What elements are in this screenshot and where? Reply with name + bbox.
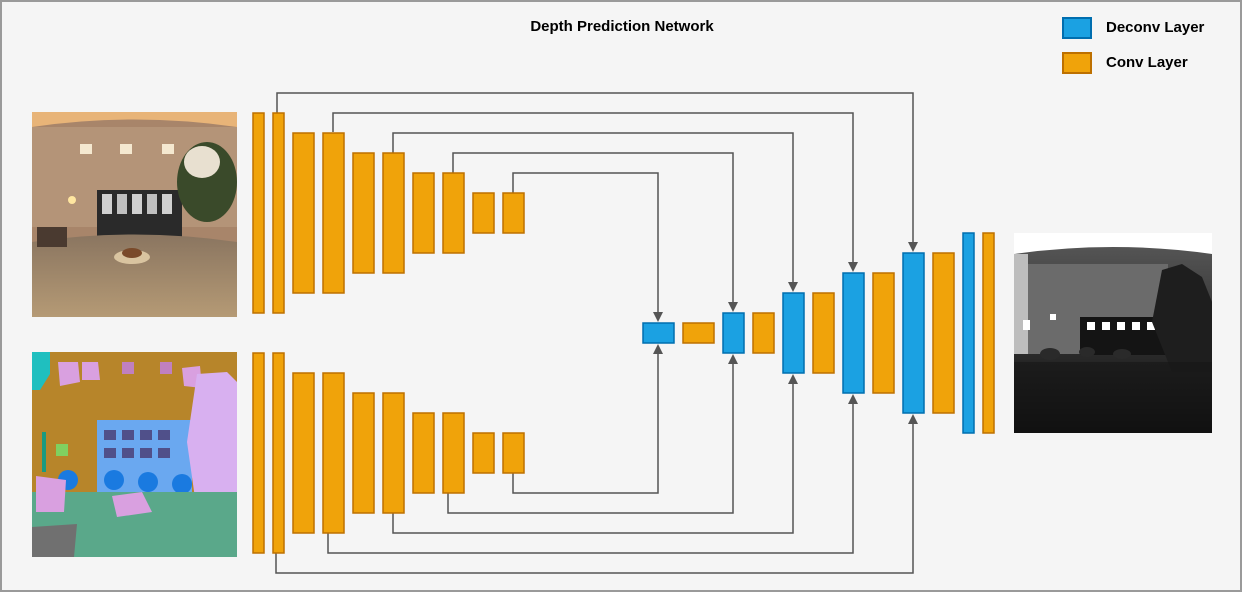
conv-layer bbox=[322, 132, 345, 294]
input-semantic-image bbox=[32, 352, 237, 557]
top-encoder bbox=[252, 112, 525, 314]
legend-deconv-label: Deconv Layer bbox=[1106, 19, 1205, 36]
conv-layer bbox=[812, 292, 835, 374]
conv-layer bbox=[352, 392, 375, 514]
conv-layer bbox=[272, 112, 285, 314]
conv-layer bbox=[352, 152, 375, 274]
conv-layer bbox=[982, 232, 995, 434]
conv-swatch bbox=[1062, 52, 1092, 74]
skip-connection-top-4 bbox=[452, 152, 738, 312]
skip-connection-bottom-2 bbox=[327, 394, 858, 554]
conv-layer bbox=[442, 172, 465, 254]
skip-connection-bottom-1 bbox=[275, 414, 918, 574]
conv-layer bbox=[382, 392, 405, 514]
decoder bbox=[642, 232, 995, 434]
deconv-layer bbox=[842, 272, 865, 394]
deconv-layer bbox=[642, 322, 675, 344]
skip-connection-top-3 bbox=[392, 132, 798, 292]
deconv-layer bbox=[722, 312, 745, 354]
input-rgb-image bbox=[32, 112, 237, 317]
skip-connection-bottom-4 bbox=[447, 354, 738, 514]
skip-connection-bottom-5 bbox=[512, 344, 663, 494]
conv-layer bbox=[292, 372, 315, 534]
skip-connection-top-5 bbox=[512, 172, 663, 322]
conv-layer bbox=[682, 322, 715, 344]
conv-layer bbox=[382, 152, 405, 274]
conv-layer bbox=[322, 372, 345, 534]
output-depth-image bbox=[1014, 233, 1212, 433]
conv-layer bbox=[872, 272, 895, 394]
deconv-swatch bbox=[1062, 17, 1092, 39]
conv-layer bbox=[502, 432, 525, 474]
conv-layer bbox=[272, 352, 285, 554]
legend-conv-label: Conv Layer bbox=[1106, 54, 1188, 71]
bottom-encoder bbox=[252, 352, 525, 554]
skip-connections bbox=[275, 92, 918, 574]
conv-layer bbox=[412, 412, 435, 494]
conv-layer bbox=[412, 172, 435, 254]
conv-layer bbox=[502, 192, 525, 234]
skip-connection-top-2 bbox=[332, 112, 858, 272]
conv-layer bbox=[472, 192, 495, 234]
diagram-title: Depth Prediction Network bbox=[530, 18, 714, 35]
deconv-layer bbox=[962, 232, 975, 434]
conv-layer bbox=[252, 352, 265, 554]
conv-layer bbox=[932, 252, 955, 414]
deconv-layer bbox=[782, 292, 805, 374]
conv-layer bbox=[752, 312, 775, 354]
skip-connection-top-1 bbox=[276, 92, 918, 252]
conv-layer bbox=[292, 132, 315, 294]
deconv-layer bbox=[902, 252, 925, 414]
conv-layer bbox=[252, 112, 265, 314]
conv-layer bbox=[472, 432, 495, 474]
conv-layer bbox=[442, 412, 465, 494]
skip-connection-bottom-3 bbox=[392, 374, 798, 534]
